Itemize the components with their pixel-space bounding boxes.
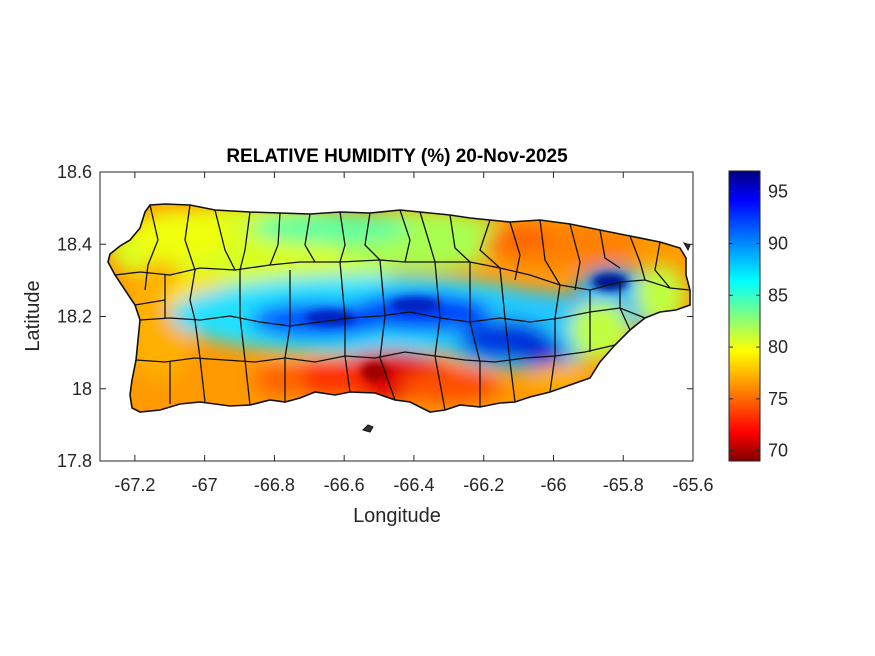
- y-tick-label: 18.4: [57, 234, 92, 254]
- y-tick-label: 18.6: [57, 162, 92, 182]
- x-tick-label: -66.4: [393, 475, 434, 495]
- y-tick-label: 18.2: [57, 307, 92, 327]
- x-tick-label: -65.8: [603, 475, 644, 495]
- colorbar-tick-label: 85: [768, 285, 788, 305]
- x-tick-label: -66: [540, 475, 566, 495]
- colorbar: 95 90 85 80 75 70: [728, 170, 788, 462]
- y-axis-label: Latitude: [22, 280, 44, 351]
- island-outline: [107, 203, 691, 413]
- colorbar-tick-label: 80: [768, 337, 788, 357]
- x-tick-label: -66.6: [324, 475, 365, 495]
- caja-de-muertos-islet: [362, 424, 374, 433]
- chart-title: RELATIVE HUMIDITY (%) 20-Nov-2025: [226, 146, 568, 167]
- x-tick-label: -66.8: [254, 475, 295, 495]
- y-tick-label: 18: [72, 379, 92, 399]
- humidity-map: [108, 204, 690, 412]
- colorbar-tick-label: 95: [768, 182, 788, 202]
- colorbar-gradient: [728, 170, 761, 462]
- colorbar-tick-label: 90: [768, 234, 788, 254]
- colorbar-tick-label: 75: [768, 389, 788, 409]
- x-tick-label: -65.6: [672, 475, 713, 495]
- y-axis: 18.6 18.4 18.2 18 17.8: [57, 162, 693, 471]
- colorbar-ticks: 95 90 85 80 75 70: [729, 182, 788, 461]
- x-tick-label: -66.2: [463, 475, 504, 495]
- x-tick-label: -67: [192, 475, 218, 495]
- x-tick-label: -67.2: [114, 475, 155, 495]
- x-axis-label: Longitude: [353, 505, 441, 527]
- municipality-boundaries: [114, 204, 690, 411]
- colorbar-tick-label: 70: [768, 441, 788, 461]
- x-axis: -67.2 -67 -66.8 -66.6 -66.4 -66.2 -66 -65.8 -65.…: [114, 172, 714, 495]
- y-tick-label: 17.8: [57, 451, 92, 471]
